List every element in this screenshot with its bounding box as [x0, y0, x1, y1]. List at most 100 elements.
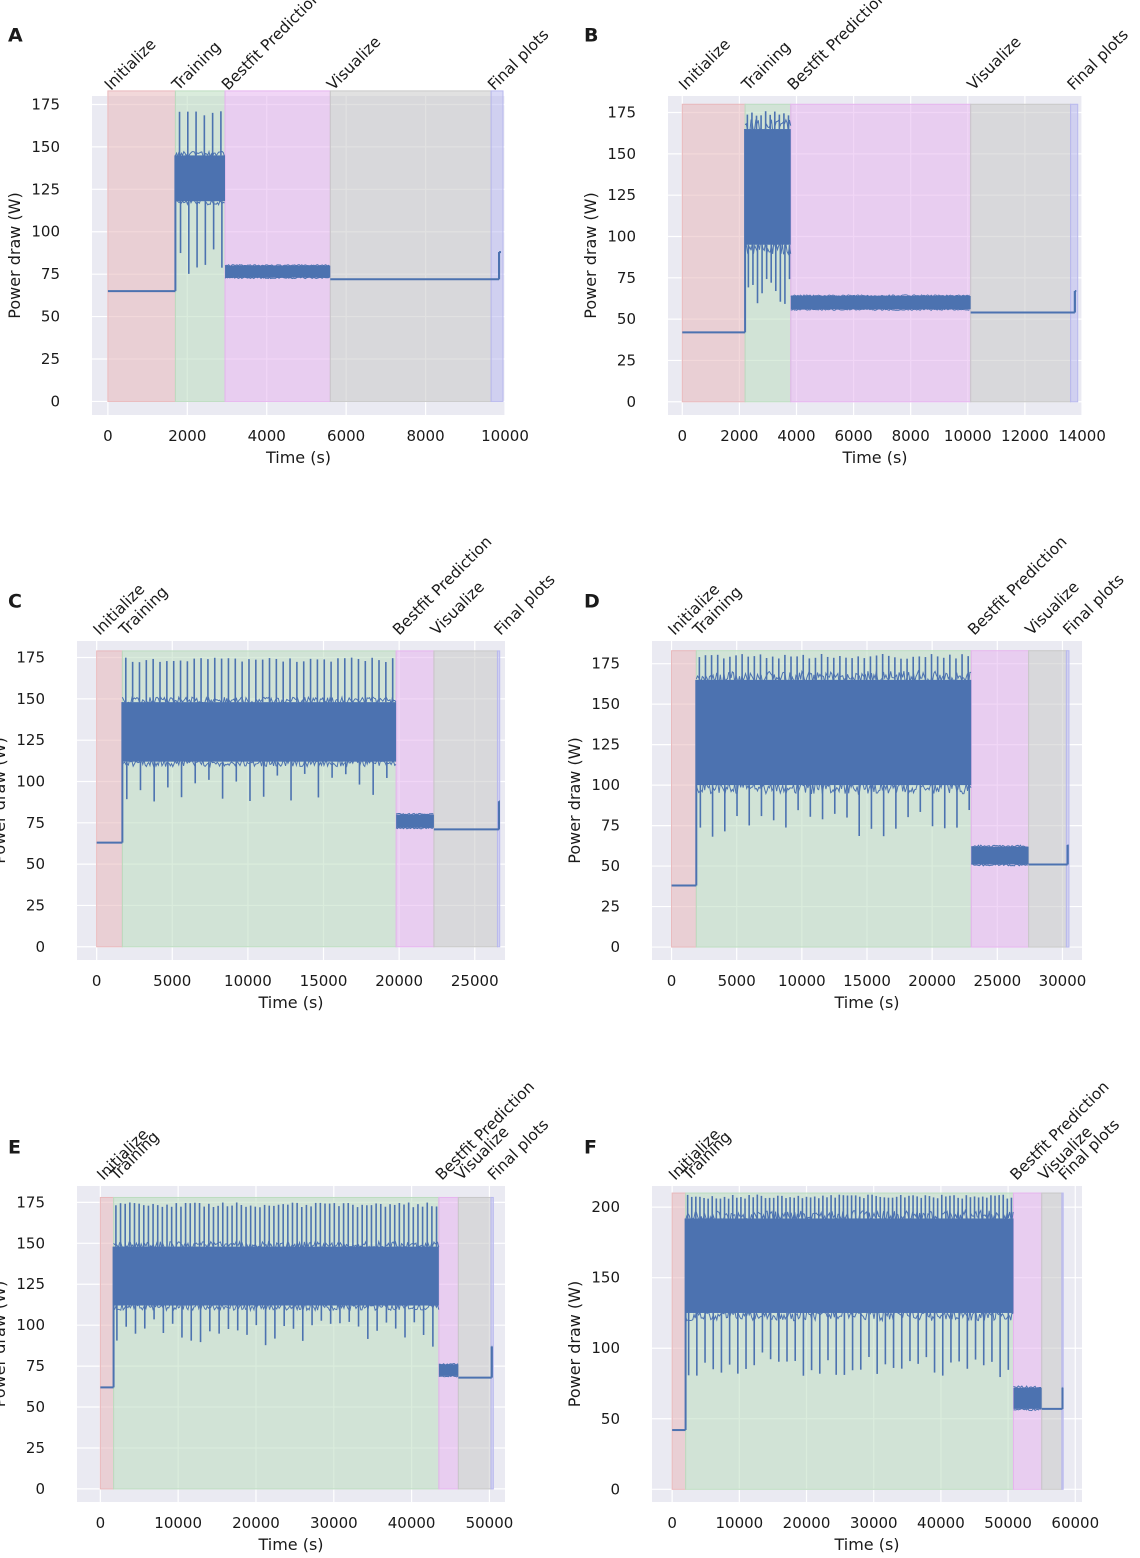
- phase-label: Final plots: [484, 26, 552, 94]
- phase-label: Final plots: [1064, 26, 1132, 94]
- x-tick-label: 30000: [310, 1514, 358, 1532]
- x-tick-label: 4000: [777, 427, 815, 445]
- y-tick-label: 175: [31, 95, 60, 113]
- x-tick-label: 0: [667, 972, 677, 990]
- y-tick-label: 100: [31, 223, 60, 241]
- x-tick-label: 5000: [718, 972, 756, 990]
- phase-label: Final plots: [491, 571, 559, 639]
- x-tick-label: 10000: [715, 1514, 763, 1532]
- x-tick-label: 10000: [154, 1514, 202, 1532]
- x-tick-label: 10000: [481, 427, 529, 445]
- series-band-top: [1013, 1385, 1042, 1390]
- phase-region-initialize: [681, 103, 746, 403]
- series-band-bottom: [113, 1301, 440, 1313]
- series-band-bottom: [971, 863, 1028, 867]
- phase-region-bestfit-prediction: [224, 90, 331, 402]
- phase-region-training: [121, 650, 397, 948]
- y-tick-label: 125: [16, 731, 45, 749]
- x-tick-label: 40000: [917, 1514, 965, 1532]
- y-tick-label: 75: [26, 1357, 45, 1375]
- x-tick-label: 20000: [375, 972, 423, 990]
- panel-letter: A: [8, 25, 23, 47]
- y-tick-label: 125: [607, 186, 636, 204]
- phase-region-visualize: [970, 103, 1072, 403]
- series-band-top: [438, 1363, 459, 1366]
- y-axis-label: Power draw (W): [565, 737, 584, 863]
- series-band-top: [174, 149, 226, 159]
- y-tick-label: 25: [26, 1439, 45, 1457]
- y-tick-label: 150: [591, 695, 620, 713]
- x-tick-label: 60000: [1051, 1514, 1099, 1532]
- x-tick-label: 12000: [1001, 427, 1049, 445]
- x-tick-label: 6000: [834, 427, 872, 445]
- y-tick-label: 175: [607, 104, 636, 122]
- x-axis-label: Time (s): [257, 993, 323, 1012]
- series-band: [790, 295, 971, 310]
- y-tick-label: 175: [16, 1193, 45, 1211]
- y-tick-label: 150: [16, 690, 45, 708]
- panel-letter: B: [584, 25, 598, 47]
- series-band: [696, 679, 972, 786]
- x-tick-label: 25000: [973, 972, 1021, 990]
- x-tick-label: 4000: [248, 427, 286, 445]
- series-band: [113, 1246, 439, 1306]
- y-tick-label: 25: [617, 351, 636, 369]
- y-tick-label: 175: [16, 649, 45, 667]
- phase-region-initialize: [96, 650, 123, 948]
- x-tick-label: 6000: [327, 427, 365, 445]
- panel-letter: C: [8, 591, 22, 613]
- y-axis-label: Power draw (W): [5, 192, 24, 318]
- x-tick-label: 0: [667, 1514, 677, 1532]
- y-tick-label: 75: [26, 814, 45, 832]
- phase-label: Initialize: [675, 35, 734, 94]
- y-tick-label: 0: [35, 938, 45, 956]
- phase-region-training: [174, 90, 226, 402]
- y-axis-label: Power draw (W): [581, 192, 600, 318]
- phase-region-initialize: [99, 1196, 115, 1490]
- phase-region-bestfit-prediction: [438, 1196, 459, 1490]
- x-tick-label: 20000: [783, 1514, 831, 1532]
- x-tick-label: 10000: [944, 427, 992, 445]
- phase-label: Bestfit Prediction: [218, 0, 324, 94]
- phase-region-visualize: [457, 1196, 492, 1490]
- phase-label: Bestfit Prediction: [784, 0, 890, 94]
- phase-region-visualize: [1041, 1192, 1063, 1490]
- y-tick-label: 100: [591, 1339, 620, 1357]
- y-tick-label: 150: [31, 138, 60, 156]
- x-tick-label: 8000: [892, 427, 930, 445]
- phase-region-initialize: [671, 1192, 687, 1490]
- series-band-bottom: [1013, 1407, 1042, 1412]
- series-band-top: [790, 294, 970, 298]
- x-tick-label: 20000: [908, 972, 956, 990]
- x-tick-label: 0: [92, 972, 102, 990]
- y-tick-label: 100: [591, 776, 620, 794]
- x-tick-label: 14000: [1058, 427, 1106, 445]
- y-tick-label: 100: [16, 1316, 45, 1334]
- panel-letter: E: [8, 1137, 21, 1159]
- y-tick-label: 50: [601, 857, 620, 875]
- x-tick-label: 2000: [168, 427, 206, 445]
- phase-region-final-plots: [490, 90, 504, 402]
- series-band: [685, 1218, 1014, 1313]
- y-axis-label: Power draw (W): [0, 1281, 9, 1407]
- x-tick-label: 8000: [406, 427, 444, 445]
- phase-label: Bestfit Prediction: [432, 1078, 538, 1184]
- series-band-top: [971, 844, 1028, 848]
- phase-region-visualize: [1028, 650, 1067, 948]
- phase-region-bestfit-prediction: [395, 650, 435, 948]
- series-band-bottom: [790, 308, 970, 311]
- series-band-bottom: [438, 1374, 459, 1378]
- series-band-top: [396, 812, 434, 816]
- x-tick-label: 40000: [388, 1514, 436, 1532]
- y-tick-label: 75: [601, 817, 620, 835]
- y-tick-label: 50: [26, 1398, 45, 1416]
- panel-letter: D: [584, 591, 600, 613]
- phase-region-bestfit-prediction: [790, 103, 972, 403]
- y-tick-label: 0: [610, 1480, 620, 1498]
- x-tick-label: 10000: [778, 972, 826, 990]
- phase-region-final-plots: [496, 650, 501, 948]
- x-axis-label: Time (s): [833, 1535, 899, 1554]
- y-tick-label: 150: [607, 145, 636, 163]
